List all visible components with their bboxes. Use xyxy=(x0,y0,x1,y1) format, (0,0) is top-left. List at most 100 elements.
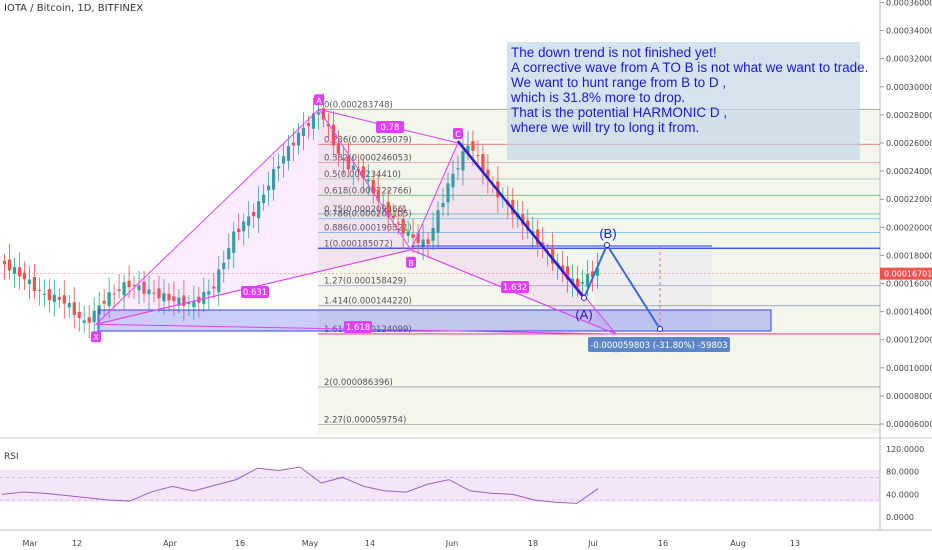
candle-body xyxy=(441,202,445,208)
candle-body xyxy=(202,292,206,304)
candle-body xyxy=(47,289,51,301)
candle-body xyxy=(371,179,375,194)
candle-body xyxy=(107,292,111,307)
rsi-band-bg xyxy=(0,470,880,502)
candle-body xyxy=(391,215,395,219)
fib-level-label: 1(0.000185072) xyxy=(324,239,393,249)
rsi-tick-label: 40.0000 xyxy=(886,490,919,499)
candle-body xyxy=(122,282,126,296)
candle-body xyxy=(22,272,27,280)
candle-body xyxy=(361,166,365,179)
fib-level-label: 0.786(0.000206105) xyxy=(324,210,412,220)
candle-body xyxy=(17,267,22,277)
candle-body xyxy=(421,239,425,247)
candle-body xyxy=(346,156,350,170)
candle-body xyxy=(192,300,196,308)
candle-body xyxy=(62,295,66,304)
pattern-point-label: X xyxy=(93,333,99,342)
candle-body xyxy=(321,108,326,120)
candle-body xyxy=(570,278,575,284)
candle-body xyxy=(237,228,241,233)
note-line: where we will try to long it from. xyxy=(511,120,700,135)
y-tick-label: 0.00026000 xyxy=(886,139,932,148)
candle-body xyxy=(7,259,12,271)
candle-body xyxy=(476,155,480,157)
candle-body xyxy=(37,289,41,291)
ratio-label: 0.631 xyxy=(243,288,267,298)
candle-body xyxy=(376,189,380,201)
y-tick-label: 0.00016000 xyxy=(886,280,932,289)
candle-body xyxy=(431,227,435,241)
candle-body xyxy=(296,132,301,146)
candle-body xyxy=(416,233,420,244)
wave-label-a: (A) xyxy=(575,307,592,322)
candle-body xyxy=(217,269,221,293)
x-tick-label: 16 xyxy=(235,539,245,548)
candle-body xyxy=(590,271,595,277)
x-tick-label: 16 xyxy=(658,539,668,548)
note-line: A corrective wave from A TO B is not wha… xyxy=(511,60,869,75)
y-tick-label: 0.00014000 xyxy=(886,308,932,317)
y-tick-label: 0.00030000 xyxy=(886,83,932,92)
fib-level-label: 0.886(0.000196321) xyxy=(324,223,412,233)
target-zone xyxy=(97,309,772,332)
y-tick-label: 0.00036000 xyxy=(886,0,932,8)
candle-body xyxy=(381,204,385,206)
candle-body xyxy=(471,141,475,151)
candle-body xyxy=(102,300,106,304)
y-tick-label: 0.00034000 xyxy=(886,27,932,36)
measure-label: -0.000059803 (-31.80%) -59803 xyxy=(590,341,727,351)
last-price-label: 0.00016701 xyxy=(884,270,932,279)
candle-body xyxy=(366,179,370,182)
candle-body xyxy=(77,311,81,319)
candle-body xyxy=(132,284,136,286)
note-line: That is the potential HARMONIC D , xyxy=(511,105,728,120)
candle-body xyxy=(311,113,316,129)
x-tick-label: Jun xyxy=(445,539,459,548)
fib-level-label: 2(0.000086396) xyxy=(324,378,393,388)
candle-body xyxy=(67,302,71,308)
candle-body xyxy=(142,281,146,294)
y-tick-label: 0.00006000 xyxy=(886,420,932,429)
y-tick-label: 0.00008000 xyxy=(886,392,932,401)
candle-body xyxy=(411,233,415,238)
candle-body xyxy=(316,112,321,115)
candle-body xyxy=(162,293,166,302)
candle-body xyxy=(222,262,226,270)
fib-level-label: 0.75(0.000209466) xyxy=(324,205,406,215)
y-tick-label: 0.00024000 xyxy=(886,167,932,176)
x-tick-label: 13 xyxy=(790,539,800,548)
rsi-tick-label: 0.0000 xyxy=(886,513,914,522)
candle-body xyxy=(401,218,405,235)
candle-body xyxy=(461,151,465,171)
candle-body xyxy=(212,286,216,289)
ratio-badge xyxy=(241,286,269,298)
candle-body xyxy=(521,214,525,225)
last-price-badge xyxy=(880,267,932,280)
candle-body xyxy=(351,165,355,170)
candle-body xyxy=(52,294,56,302)
wave-node xyxy=(657,326,663,332)
candle-body xyxy=(526,220,530,231)
candle-body xyxy=(187,302,191,305)
candle-body xyxy=(326,124,331,127)
candle-body xyxy=(227,248,231,260)
candle-body xyxy=(257,201,261,219)
candle-body xyxy=(207,291,211,295)
candle-body xyxy=(172,296,176,302)
candle-body xyxy=(406,231,410,236)
candle-body xyxy=(286,146,291,161)
candle-body xyxy=(396,222,400,224)
fib-level-label: 0(0.000283748) xyxy=(324,101,393,111)
candle-body xyxy=(580,282,585,284)
rsi-tick-label: 80.0000 xyxy=(886,468,919,477)
candle-body xyxy=(341,158,345,161)
note-line: The down trend is not finished yet! xyxy=(511,45,717,60)
candle-body xyxy=(42,293,46,295)
candle-body xyxy=(87,317,91,323)
fib-level-label: 2.27(0.000059754) xyxy=(324,415,406,425)
x-tick-label: 18 xyxy=(528,539,538,548)
candle-body xyxy=(451,173,455,188)
candle-body xyxy=(127,280,131,288)
